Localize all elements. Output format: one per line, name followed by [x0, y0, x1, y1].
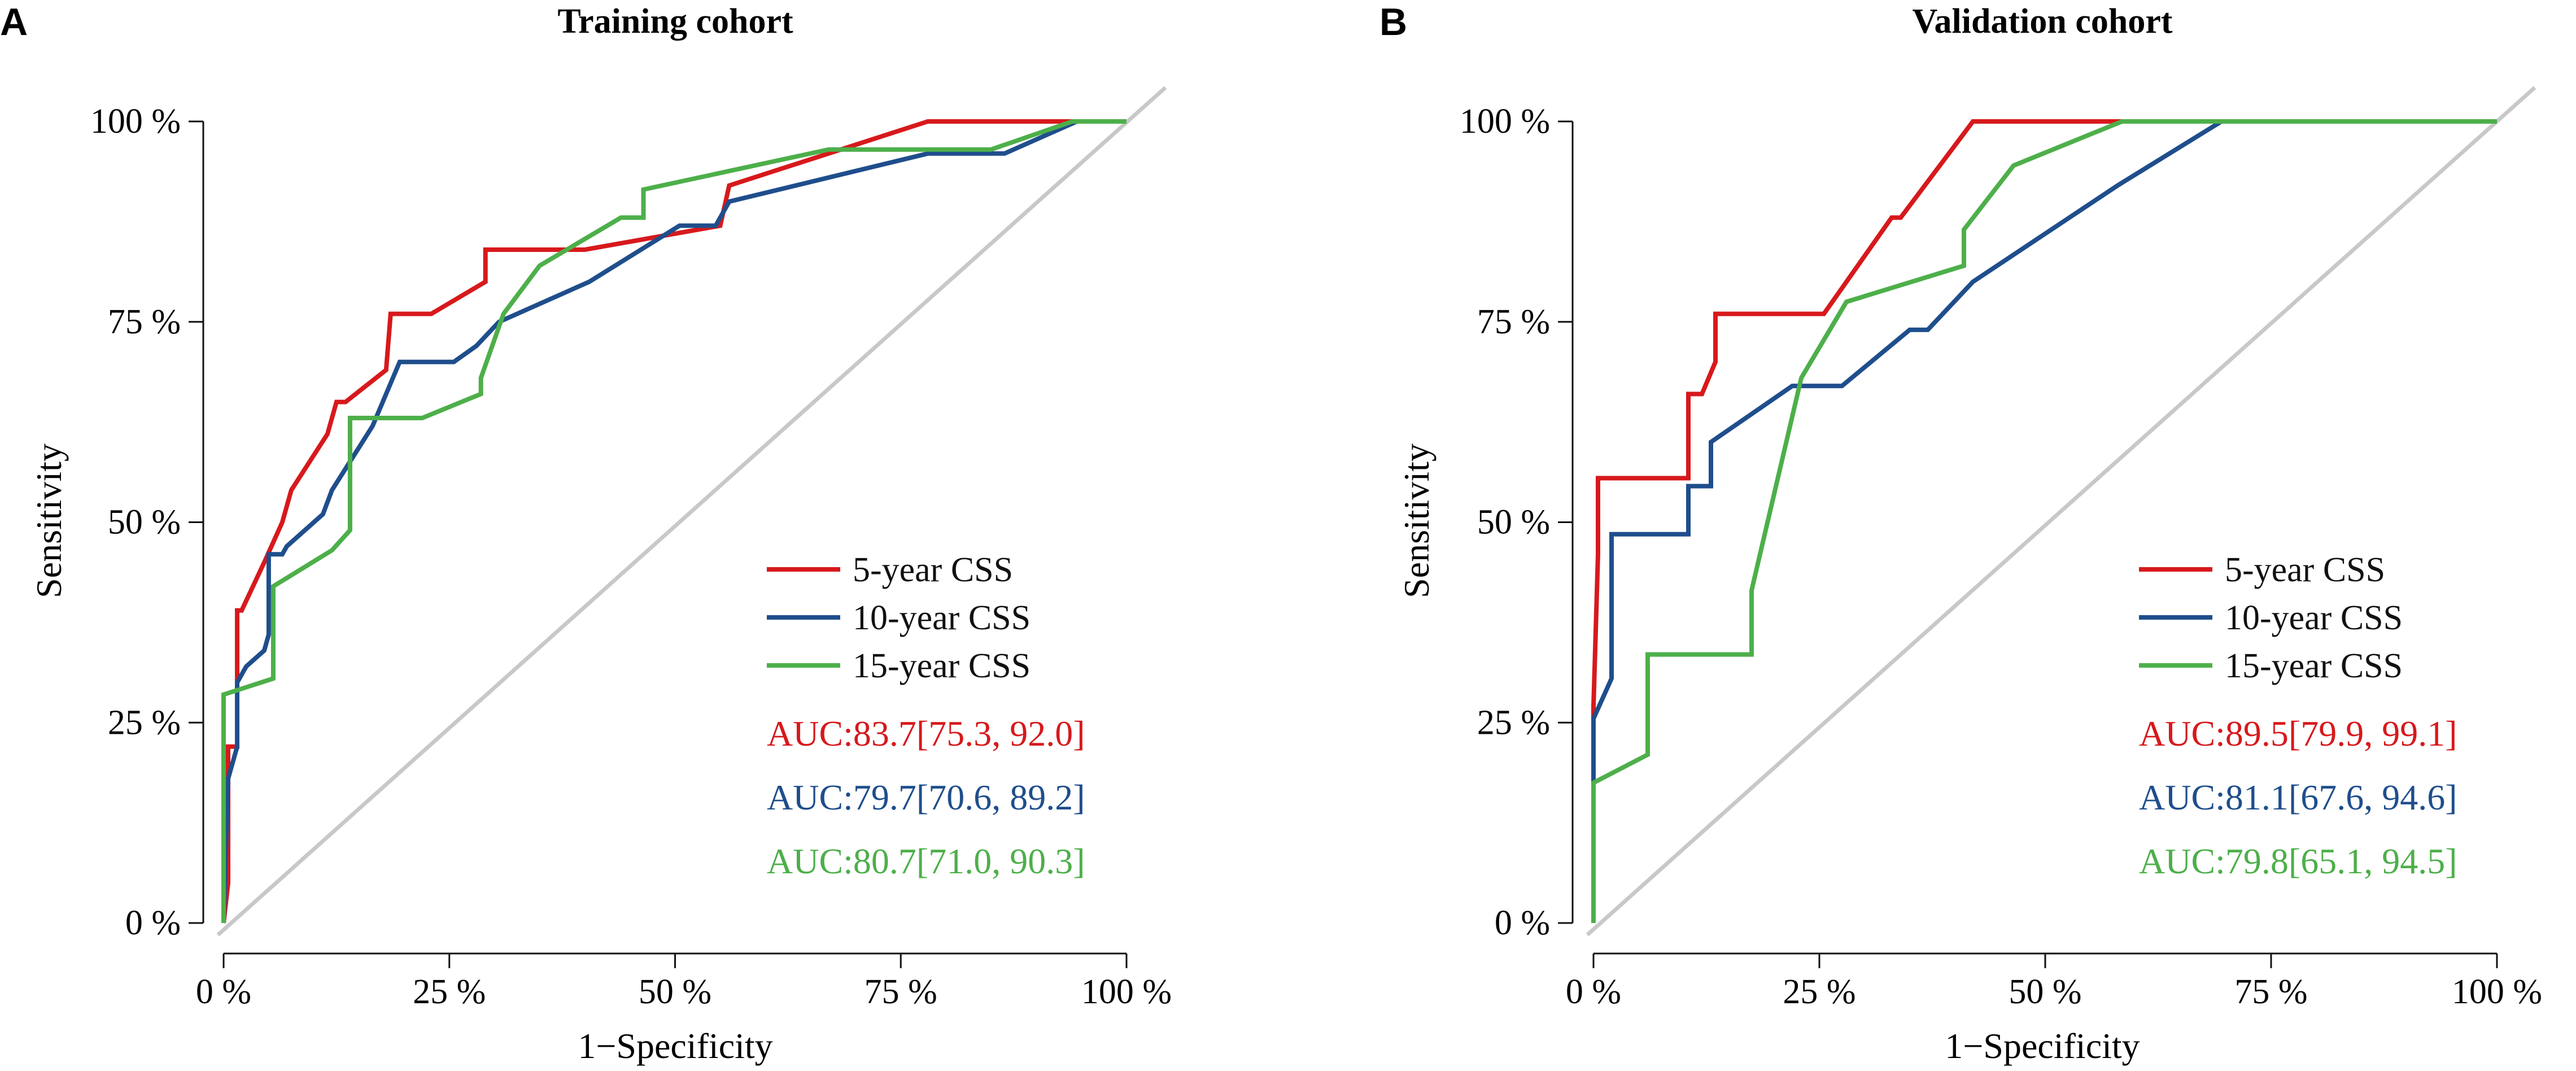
x-tick-label: 25 %	[413, 973, 486, 1011]
y-tick-label: 25 %	[1477, 703, 1550, 742]
auc-label: AUC:79.7[70.6, 89.2]	[767, 777, 1085, 817]
x-tick-label: 50 %	[2009, 973, 2081, 1011]
series-lines	[221, 119, 1127, 924]
auc-labels: AUC:83.7[75.3, 92.0] AUC:79.7[70.6, 89.2]…	[767, 713, 1085, 881]
series-lines	[1591, 119, 2497, 923]
tick-labels: 0 % 0 % 25 % 25 % 50 % 50 % 75 % 75 % 100 % 100 %	[1460, 102, 2542, 1011]
roc-curve-5-year-css	[1591, 119, 2497, 923]
chart-title: Validation cohort	[1912, 2, 2172, 41]
reference-line	[216, 86, 1167, 937]
x-axis-label: 1−Specificity	[1945, 1026, 2140, 1066]
x-tick-label: 0 %	[1566, 973, 1621, 1011]
y-tick-label: 50 %	[108, 503, 181, 542]
auc-label: AUC:81.1[67.6, 94.6]	[2139, 777, 2457, 817]
x-tick-label: 0 %	[196, 973, 251, 1011]
y-tick-label: 0 %	[1495, 904, 1550, 942]
legend-label: 5-year CSS	[2225, 551, 2385, 589]
x-tick-label: 75 %	[865, 973, 937, 1011]
roc-curve-10-year-css	[1591, 119, 2497, 923]
y-tick-label: 25 %	[108, 703, 181, 742]
auc-labels: AUC:89.5[79.9, 99.1] AUC:81.1[67.6, 94.6]…	[2139, 713, 2457, 881]
x-tick-label: 100 %	[2452, 973, 2542, 1011]
chart-title: Training cohort	[557, 2, 793, 41]
x-tick-label: 50 %	[639, 973, 711, 1011]
auc-label: AUC:89.5[79.9, 99.1]	[2139, 713, 2457, 754]
x-tick-label: 100 %	[1081, 973, 1172, 1011]
auc-label: AUC:79.8[65.1, 94.5]	[2139, 841, 2457, 881]
tick-labels: 0 % 0 % 25 % 25 % 50 % 50 % 75 % 75 % 100 % 100 %	[90, 102, 1172, 1011]
panel-a: A Training cohort 0 % 0 % 25 % 25 % 50 % 50 %…	[0, 1, 1172, 1066]
roc-curve-15-year-css	[1591, 119, 2497, 923]
y-tick-label: 0 %	[125, 904, 181, 942]
legend-label: 5-year CSS	[853, 551, 1013, 589]
reference-line	[1586, 86, 2536, 937]
legend: 5-year CSS 10-year CSS 15-year CSS	[2139, 551, 2403, 685]
reference-diagonal	[216, 86, 1167, 937]
y-axis-label: Sensitivity	[29, 443, 69, 598]
legend-label: 10-year CSS	[853, 599, 1031, 637]
y-tick-label: 100 %	[90, 102, 181, 141]
legend: 5-year CSS 10-year CSS 15-year CSS	[767, 551, 1031, 685]
reference-diagonal	[1586, 86, 2536, 937]
axes	[189, 120, 1128, 968]
x-tick-label: 25 %	[1783, 973, 1855, 1011]
legend-label: 15-year CSS	[853, 647, 1031, 685]
panel-label: A	[0, 1, 28, 43]
y-tick-label: 75 %	[108, 303, 181, 341]
y-axis-label: Sensitivity	[1396, 443, 1437, 598]
panel-label: B	[1379, 1, 1407, 43]
x-axis-label: 1−Specificity	[578, 1026, 772, 1066]
y-tick-label: 50 %	[1477, 503, 1550, 542]
panel-b: B Validation cohort 0 % 0 % 25 % 25 % 50 % 50…	[1379, 1, 2542, 1066]
x-tick-label: 75 %	[2234, 973, 2307, 1011]
axes	[1558, 120, 2498, 968]
legend-label: 15-year CSS	[2225, 647, 2403, 685]
roc-curve-15-year-css	[221, 119, 1127, 923]
y-tick-label: 100 %	[1460, 102, 1550, 141]
auc-label: AUC:83.7[75.3, 92.0]	[767, 713, 1085, 754]
roc-curve-10-year-css	[221, 119, 1127, 924]
auc-label: AUC:80.7[71.0, 90.3]	[767, 841, 1085, 881]
legend-label: 10-year CSS	[2225, 599, 2403, 637]
y-tick-label: 75 %	[1477, 303, 1550, 341]
